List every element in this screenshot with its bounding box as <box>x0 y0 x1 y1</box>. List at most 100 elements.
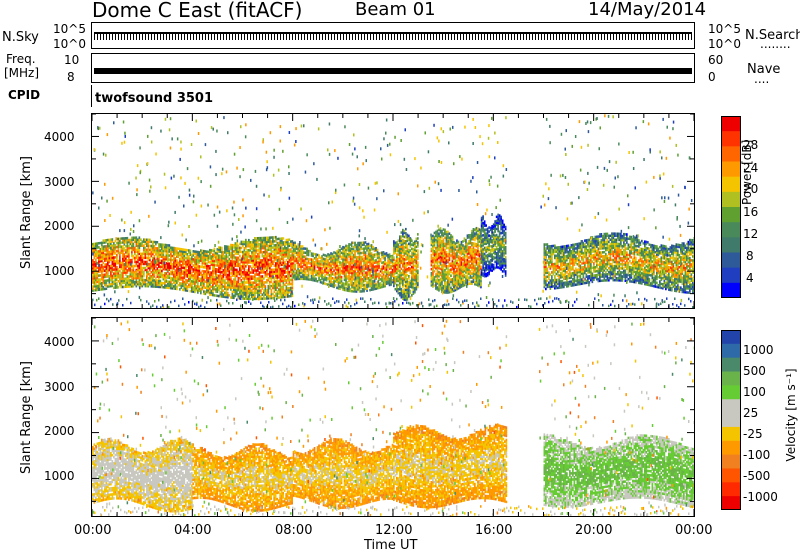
power-cell <box>236 252 238 255</box>
power-cell <box>315 255 317 258</box>
power-cell <box>340 251 343 255</box>
power-cell <box>170 264 172 268</box>
power-cell <box>147 264 150 268</box>
power-cell <box>412 270 415 273</box>
power-cell <box>294 241 296 245</box>
power-cell <box>463 245 466 249</box>
power-cell <box>102 257 105 261</box>
power-cell <box>185 275 187 278</box>
power-cell <box>363 277 365 281</box>
power-cell <box>120 241 123 244</box>
power-cell <box>447 285 449 288</box>
power-cell <box>462 250 464 253</box>
power-cell <box>360 241 362 245</box>
power-cell <box>367 246 370 250</box>
power-cell <box>399 245 401 249</box>
power-cell <box>373 285 376 289</box>
power-cell <box>462 252 464 255</box>
power-cell <box>131 268 133 272</box>
power-cell <box>134 280 136 284</box>
power-cell <box>182 256 184 259</box>
power-cell <box>246 275 249 278</box>
power-cell <box>129 281 132 284</box>
power-cell <box>216 288 219 292</box>
power-cell <box>366 247 368 250</box>
power-cell <box>129 283 132 286</box>
power-cell <box>270 248 273 251</box>
power-cell <box>471 276 473 279</box>
power-cell <box>318 276 320 279</box>
power-cell <box>135 254 138 258</box>
power-cell <box>397 287 400 291</box>
power-cell <box>339 281 341 284</box>
power-cell <box>439 259 442 263</box>
power-cell <box>405 282 407 286</box>
power-cell <box>466 282 469 286</box>
power-cell <box>300 275 302 279</box>
power-cell <box>215 260 217 263</box>
power-cell <box>258 273 261 276</box>
power-cell <box>278 280 280 283</box>
power-cell <box>131 242 133 246</box>
power-cell <box>275 274 277 277</box>
power-cell <box>285 285 288 288</box>
power-cell <box>328 269 331 273</box>
power-cell <box>192 254 195 257</box>
power-cell <box>337 272 340 276</box>
power-cell <box>111 280 114 284</box>
power-cell <box>182 276 184 280</box>
power-cell <box>102 261 105 265</box>
power-cell <box>131 262 133 266</box>
power-cell <box>233 274 235 277</box>
power-cell <box>248 259 250 262</box>
power-cell <box>291 268 294 271</box>
power-cell <box>319 280 322 284</box>
power-cell <box>447 254 449 258</box>
power-cell <box>167 254 169 257</box>
power-cell <box>225 267 228 271</box>
power-cell <box>249 297 252 301</box>
power-cell <box>388 255 391 258</box>
power-cell <box>221 279 223 282</box>
power-cell <box>162 275 165 279</box>
power-cell <box>185 268 187 272</box>
power-cell <box>403 294 406 297</box>
power-cell <box>263 269 265 272</box>
power-cell <box>408 295 410 298</box>
power-cell <box>376 248 379 252</box>
power-cell <box>396 243 398 246</box>
power-cell <box>337 254 340 258</box>
power-cell <box>381 275 383 279</box>
power-cell <box>150 271 153 274</box>
power-cell <box>352 290 355 293</box>
power-cell <box>475 279 478 282</box>
power-cell <box>282 261 285 264</box>
power-cell <box>186 271 189 274</box>
power-cell <box>132 254 135 258</box>
power-cell <box>114 280 117 283</box>
power-cell <box>233 244 235 247</box>
power-cell <box>266 289 268 292</box>
power-cell <box>257 249 259 252</box>
power-cell <box>191 286 193 289</box>
power-cell <box>192 276 195 279</box>
power-cell <box>165 252 168 255</box>
power-cell <box>264 240 267 244</box>
power-cell <box>442 272 445 276</box>
power-cell <box>399 279 401 283</box>
power-cell <box>228 245 231 249</box>
power-cell <box>393 280 395 284</box>
power-cell <box>441 246 443 249</box>
power-cell <box>287 252 289 256</box>
power-cell <box>114 252 117 255</box>
power-cell <box>372 247 374 251</box>
power-cell <box>258 236 261 240</box>
power-cell <box>447 277 449 280</box>
power-cell <box>304 273 307 277</box>
power-cell <box>310 252 313 255</box>
power-cell <box>128 250 130 254</box>
power-cell <box>140 252 142 256</box>
power-cell <box>170 254 172 258</box>
power-cell <box>180 266 183 269</box>
power-cell <box>276 270 279 273</box>
